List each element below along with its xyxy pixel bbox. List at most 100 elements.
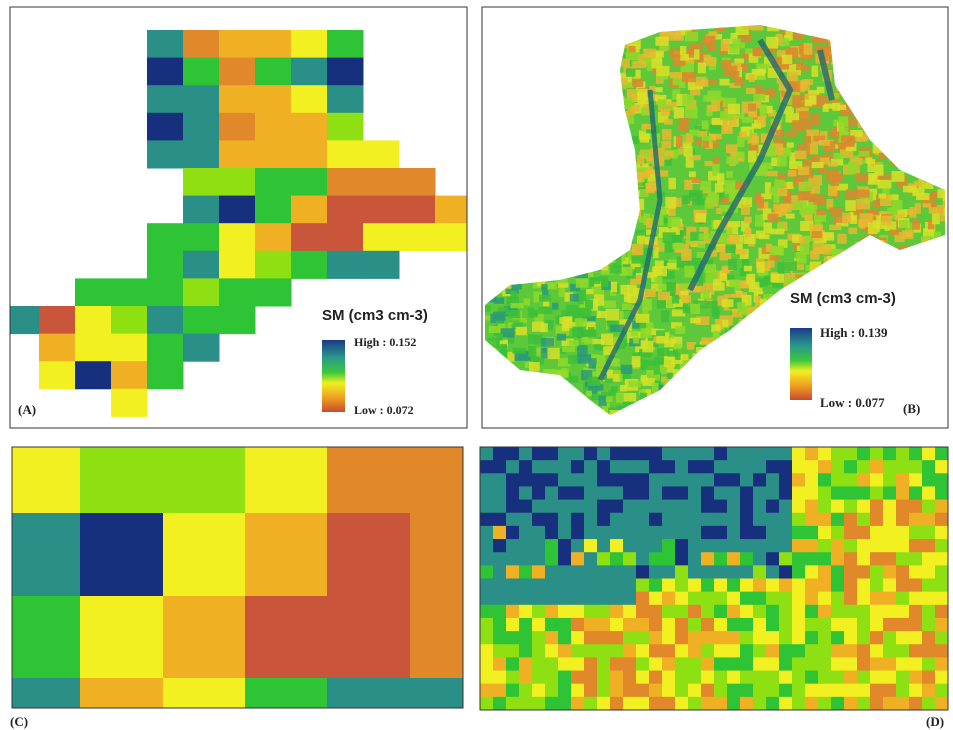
cell bbox=[701, 618, 715, 632]
map-pixel bbox=[491, 210, 500, 220]
map-pixel bbox=[493, 30, 499, 40]
map-pixel bbox=[695, 418, 704, 425]
map-pixel bbox=[556, 185, 562, 191]
cell bbox=[688, 539, 702, 553]
map-pixel bbox=[820, 341, 829, 350]
legend-high: High : 0.139 bbox=[820, 325, 888, 340]
cell bbox=[610, 657, 624, 671]
cell bbox=[545, 473, 559, 487]
map-pixel bbox=[837, 71, 848, 81]
map-pixel bbox=[650, 399, 657, 408]
cell bbox=[883, 618, 897, 632]
map-pixel bbox=[938, 121, 945, 128]
cell bbox=[831, 618, 845, 632]
map-pixel bbox=[599, 217, 611, 228]
cell bbox=[909, 447, 923, 461]
map-pixel bbox=[576, 399, 587, 409]
cell bbox=[792, 684, 806, 698]
cell bbox=[922, 513, 936, 527]
cell bbox=[493, 631, 507, 645]
cell bbox=[766, 460, 780, 474]
cell bbox=[480, 526, 494, 540]
cell bbox=[727, 513, 741, 527]
map-pixel bbox=[825, 364, 836, 375]
cell bbox=[245, 513, 328, 597]
map-pixel bbox=[530, 230, 537, 240]
cell bbox=[740, 473, 754, 487]
map-pixel bbox=[497, 193, 506, 199]
cell bbox=[493, 486, 507, 500]
map-pixel bbox=[788, 170, 797, 176]
cell bbox=[805, 631, 819, 645]
map-pixel bbox=[559, 182, 568, 190]
map-pixel bbox=[884, 408, 892, 414]
cell bbox=[701, 552, 715, 566]
map-pixel bbox=[755, 403, 761, 410]
map-pixel bbox=[876, 133, 883, 141]
map-pixel bbox=[615, 193, 628, 200]
cell bbox=[740, 565, 754, 579]
map-pixel bbox=[508, 384, 522, 394]
cell bbox=[870, 473, 884, 487]
map-pixel bbox=[504, 108, 514, 118]
cell bbox=[545, 605, 559, 619]
map-pixel bbox=[694, 383, 707, 389]
cell bbox=[792, 526, 806, 540]
map-pixel bbox=[720, 412, 726, 422]
map-pixel bbox=[487, 95, 495, 106]
map-pixel bbox=[541, 51, 553, 58]
map-pixel bbox=[918, 117, 925, 129]
map-pixel bbox=[891, 420, 903, 428]
map-pixel bbox=[868, 174, 874, 184]
map-pixel bbox=[910, 290, 921, 299]
cell bbox=[327, 113, 364, 141]
map-pixel bbox=[858, 120, 869, 128]
map-pixel bbox=[578, 264, 586, 272]
cell bbox=[766, 447, 780, 461]
cell bbox=[183, 223, 220, 251]
map-pixel bbox=[564, 407, 572, 414]
map-pixel bbox=[620, 285, 629, 295]
map-pixel bbox=[912, 101, 921, 112]
map-pixel bbox=[828, 184, 837, 196]
map-pixel bbox=[777, 173, 786, 179]
cell bbox=[519, 526, 533, 540]
cell bbox=[327, 30, 364, 58]
map-pixel bbox=[564, 205, 575, 215]
map-pixel bbox=[944, 172, 951, 183]
map-pixel bbox=[862, 86, 870, 92]
cell bbox=[779, 592, 793, 606]
cell bbox=[636, 486, 650, 500]
map-pixel bbox=[919, 65, 928, 74]
map-pixel bbox=[567, 241, 576, 251]
map-pixel bbox=[601, 334, 613, 346]
cell bbox=[571, 447, 585, 461]
map-pixel bbox=[832, 255, 841, 265]
map-pixel bbox=[547, 268, 555, 278]
cell bbox=[39, 334, 76, 362]
map-pixel bbox=[531, 166, 540, 173]
cell bbox=[532, 447, 546, 461]
map-pixel bbox=[771, 415, 780, 423]
map-pixel bbox=[774, 311, 785, 319]
cell bbox=[584, 447, 598, 461]
cell bbox=[623, 605, 637, 619]
map-pixel bbox=[573, 87, 581, 99]
cell bbox=[818, 684, 832, 698]
map-pixel bbox=[875, 89, 889, 98]
map-pixel bbox=[483, 213, 495, 223]
cell bbox=[701, 671, 715, 685]
map-pixel bbox=[929, 241, 938, 251]
map-pixel bbox=[544, 80, 555, 89]
map-pixel bbox=[666, 282, 676, 292]
map-pixel bbox=[484, 414, 493, 425]
cell bbox=[519, 539, 533, 553]
map-pixel bbox=[531, 97, 540, 108]
cell bbox=[675, 671, 689, 685]
map-pixel bbox=[814, 36, 828, 43]
cell bbox=[636, 526, 650, 540]
map-pixel bbox=[859, 104, 871, 115]
map-pixel bbox=[595, 113, 607, 123]
map-pixel bbox=[490, 368, 503, 379]
map-pixel bbox=[482, 253, 493, 261]
